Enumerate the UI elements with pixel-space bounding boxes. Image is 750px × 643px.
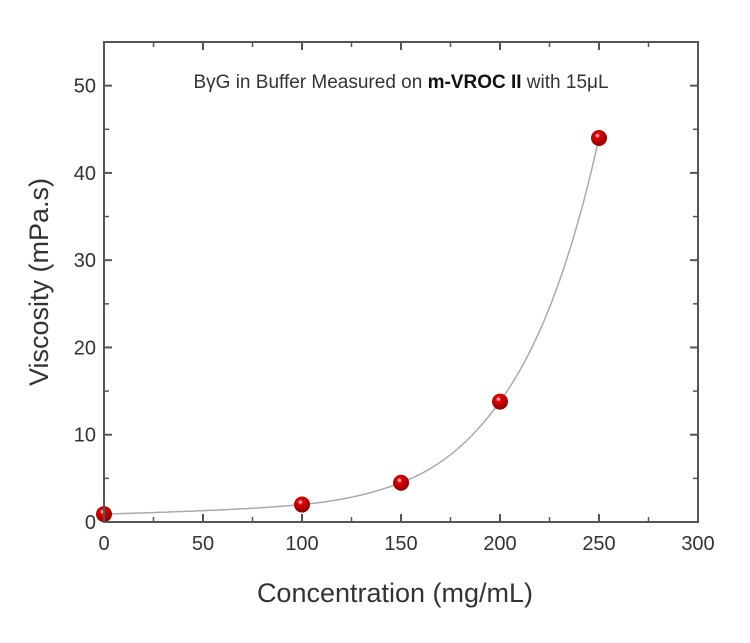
data-point bbox=[492, 393, 508, 410]
y-tick-label: 10 bbox=[74, 425, 96, 447]
x-tick-label: 50 bbox=[192, 533, 214, 555]
data-point bbox=[294, 496, 310, 513]
x-tick-label: 150 bbox=[384, 533, 417, 555]
y-tick-label: 30 bbox=[74, 250, 96, 272]
x-tick-label: 250 bbox=[582, 533, 615, 555]
annotation-bold: m-VROC II bbox=[428, 72, 522, 93]
y-axis-label: Viscosity (mPa.s) bbox=[24, 178, 54, 386]
annotation-prefix: BγG in Buffer Measured on bbox=[193, 72, 427, 93]
x-tick-label: 100 bbox=[285, 533, 318, 555]
data-point bbox=[393, 474, 409, 491]
annotation-suffix: with 15μL bbox=[522, 72, 609, 93]
y-tick-label: 0 bbox=[85, 512, 96, 534]
plot-frame bbox=[103, 41, 699, 523]
y-tick-label: 50 bbox=[74, 76, 96, 98]
x-tick-label: 0 bbox=[98, 533, 109, 555]
x-tick-label: 300 bbox=[681, 533, 714, 555]
x-axis-label: Concentration (mg/mL) bbox=[257, 578, 533, 608]
annotation: BγG in Buffer Measured on m-VROC II with… bbox=[193, 72, 608, 93]
y-tick-label: 20 bbox=[74, 337, 96, 359]
x-tick-label: 200 bbox=[483, 533, 516, 555]
y-tick-label: 40 bbox=[74, 163, 96, 185]
fit-curve bbox=[103, 137, 600, 515]
data-point bbox=[591, 130, 607, 146]
